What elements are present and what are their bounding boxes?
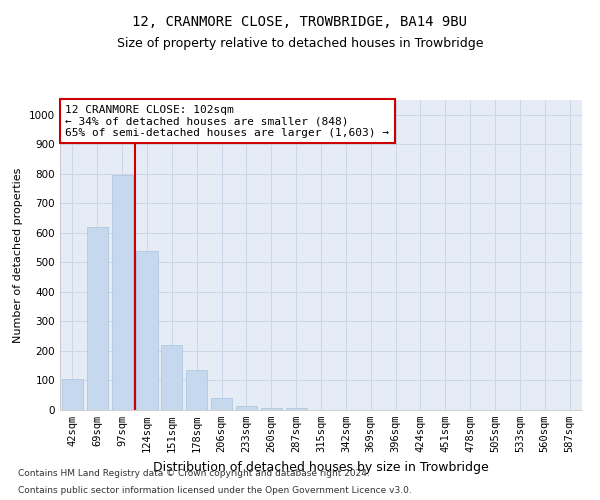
Bar xyxy=(286,408,307,410)
Text: 12 CRANMORE CLOSE: 102sqm
← 34% of detached houses are smaller (848)
65% of semi: 12 CRANMORE CLOSE: 102sqm ← 34% of detac… xyxy=(65,104,389,138)
Y-axis label: Number of detached properties: Number of detached properties xyxy=(13,168,23,342)
Text: Size of property relative to detached houses in Trowbridge: Size of property relative to detached ho… xyxy=(117,38,483,51)
Bar xyxy=(236,406,257,410)
Bar xyxy=(112,176,133,410)
Text: Contains public sector information licensed under the Open Government Licence v3: Contains public sector information licen… xyxy=(18,486,412,495)
X-axis label: Distribution of detached houses by size in Trowbridge: Distribution of detached houses by size … xyxy=(153,460,489,473)
Text: 12, CRANMORE CLOSE, TROWBRIDGE, BA14 9BU: 12, CRANMORE CLOSE, TROWBRIDGE, BA14 9BU xyxy=(133,15,467,29)
Bar xyxy=(261,408,282,410)
Bar xyxy=(186,370,207,410)
Text: Contains HM Land Registry data © Crown copyright and database right 2024.: Contains HM Land Registry data © Crown c… xyxy=(18,468,370,477)
Bar xyxy=(87,227,108,410)
Bar xyxy=(62,379,83,410)
Bar xyxy=(161,345,182,410)
Bar xyxy=(211,398,232,410)
Bar xyxy=(136,250,158,410)
